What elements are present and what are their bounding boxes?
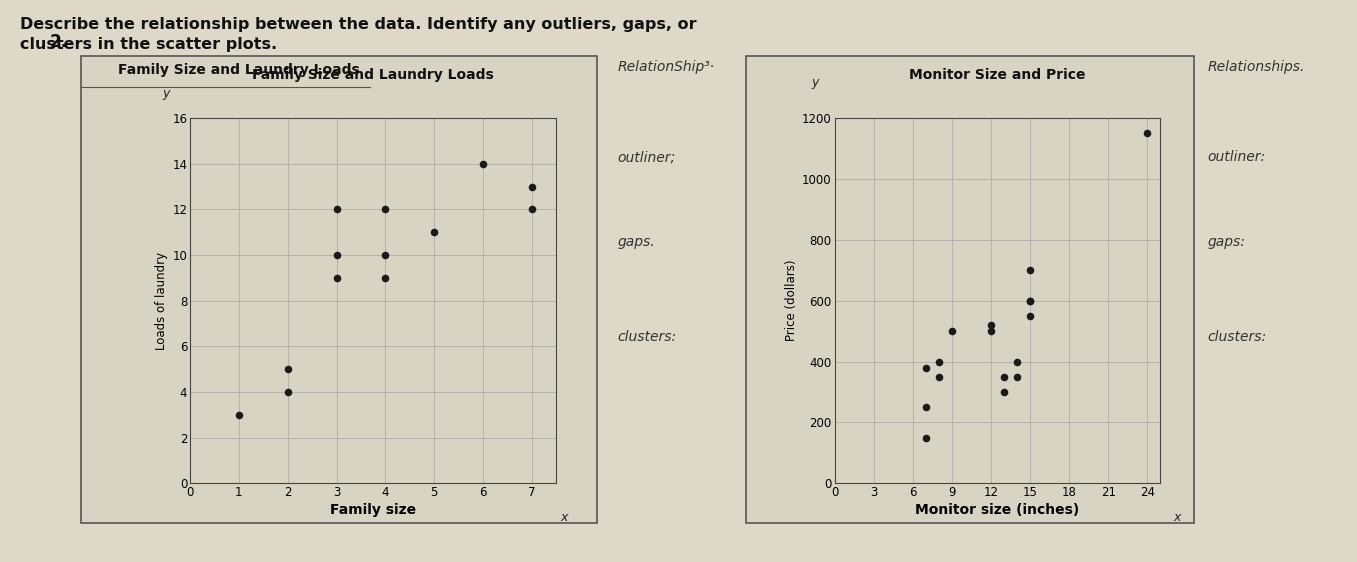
Point [1019,311,1041,320]
Text: clusters:: clusters: [617,330,677,344]
Point [472,159,494,168]
Point [375,251,396,260]
Point [277,365,299,374]
Point [1019,296,1041,305]
Point [521,182,543,191]
Y-axis label: Loads of laundry: Loads of laundry [155,252,168,350]
Point [1006,357,1027,366]
Point [980,320,1001,329]
Text: RelationShip³⋅: RelationShip³⋅ [617,61,715,74]
Point [423,228,445,237]
Text: gaps:: gaps: [1208,235,1246,248]
Point [940,327,962,336]
Point [980,327,1001,336]
Y-axis label: Price (dollars): Price (dollars) [784,260,798,342]
Point [375,205,396,214]
Point [915,363,936,372]
Point [915,403,936,412]
Title: Family Size and Laundry Loads: Family Size and Laundry Loads [252,68,494,82]
Point [326,251,347,260]
Point [375,273,396,282]
Text: outliner:: outliner: [1208,151,1266,164]
Point [928,357,950,366]
X-axis label: Monitor size (inches): Monitor size (inches) [915,503,1080,517]
Point [326,273,347,282]
Text: Relationships.: Relationships. [1208,61,1305,74]
Text: 2.: 2. [50,33,68,51]
Point [928,372,950,381]
Point [915,433,936,442]
Text: Describe the relationship between the data. Identify any outliers, gaps, or
clus: Describe the relationship between the da… [20,17,697,52]
Point [993,388,1015,397]
Text: y: y [811,76,818,89]
Text: x: x [560,511,567,524]
Point [326,205,347,214]
Point [1006,372,1027,381]
Point [993,372,1015,381]
Text: Family Size and Laundry Loads: Family Size and Laundry Loads [118,64,360,77]
Text: outliner;: outliner; [617,151,676,164]
Point [1019,266,1041,275]
Point [1136,129,1158,138]
Point [277,388,299,397]
Point [228,410,250,419]
Text: y: y [161,87,170,99]
Point [1019,296,1041,305]
Text: gaps.: gaps. [617,235,655,248]
Title: Monitor Size and Price: Monitor Size and Price [909,68,1086,82]
X-axis label: Family size: Family size [330,503,417,517]
Text: x: x [1174,511,1181,524]
Text: clusters:: clusters: [1208,330,1267,344]
Point [521,205,543,214]
